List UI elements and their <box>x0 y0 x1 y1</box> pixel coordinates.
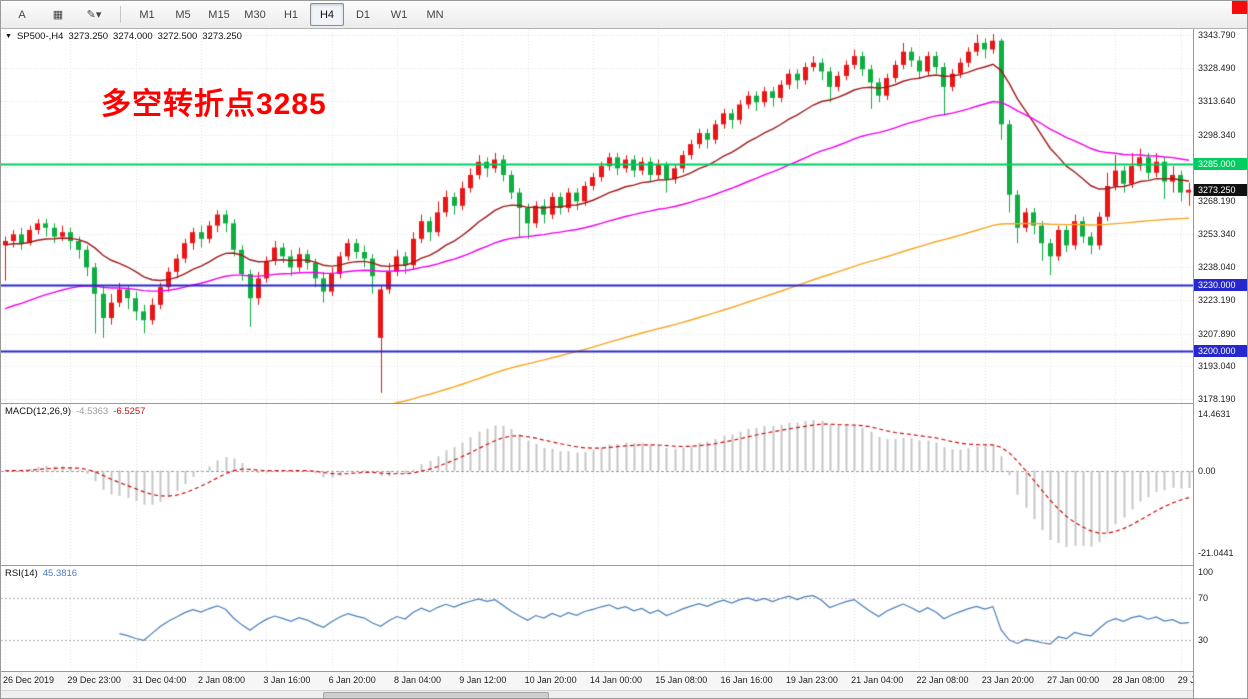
macd-canvas[interactable] <box>1 404 1193 565</box>
chart-annotation-text[interactable]: 多空转折点3285 <box>101 88 327 121</box>
axis-tick-label: 3343.790 <box>1198 29 1236 40</box>
timeframe-button-h4[interactable]: H4 <box>310 3 344 26</box>
timeframe-button-h1[interactable]: H1 <box>283 8 299 21</box>
time-axis-label: 28 Jan 08:00 <box>1112 675 1165 685</box>
draw-tools-dropdown-button[interactable]: ✎ ▾ <box>77 3 111 26</box>
axis-tick-label: 3207.890 <box>1198 328 1236 339</box>
toolbar: A ▦ ✎ ▾ M1 M5 M15 M30 H1 H4 D1 W1 MN <box>1 1 1247 29</box>
timeframe-button-m5[interactable]: M5 <box>175 8 191 21</box>
time-axis-label: 29 Dec 23:00 <box>67 675 121 685</box>
timeframe-button-m1[interactable]: M1 <box>139 8 155 21</box>
axis-tick-label: 3178.190 <box>1198 394 1236 405</box>
macd-label: MACD(12,26,9) -4.5363 -6.5257 <box>5 406 145 417</box>
cursor-tool-button[interactable]: A <box>18 8 26 21</box>
time-axis-label: 16 Jan 16:00 <box>720 675 773 685</box>
price-axis[interactable]: 3343.7903328.4903313.6403298.3403283.490… <box>1193 29 1247 698</box>
axis-tick-label: 3238.040 <box>1198 262 1236 273</box>
time-axis-label: 15 Jan 08:00 <box>655 675 708 685</box>
pencil-icon: ✎ <box>86 9 96 21</box>
current-price-badge: 3273.250 <box>1194 183 1247 196</box>
axis-tick-label: 14.4631 <box>1198 408 1231 419</box>
time-axis[interactable]: 26 Dec 2019 29 Dec 23:00 31 Dec 04:00 2 Jan… <box>1 672 1230 690</box>
time-axis-label: 9 Jan 12:00 <box>459 675 507 685</box>
axis-tick-label: 70 <box>1198 592 1209 603</box>
time-axis-label: 6 Jan 20:00 <box>328 675 376 685</box>
time-axis-label: 19 Jan 23:00 <box>785 675 838 685</box>
rsi-name: RSI(14) <box>5 568 38 579</box>
chevron-down-icon: ▾ <box>95 9 102 21</box>
price-chart-canvas[interactable] <box>1 29 1193 403</box>
collapse-triangle-icon[interactable]: ▼ <box>5 33 12 40</box>
rsi-panel[interactable]: RSI(14) 45.3816 <box>1 566 1193 672</box>
timeframe-button-m30[interactable]: M30 <box>244 8 266 21</box>
hline-price-badge: 3285.000 <box>1194 157 1247 170</box>
macd-panel[interactable]: MACD(12,26,9) -4.5363 -6.5257 <box>1 404 1193 566</box>
rsi-label: RSI(14) 45.3816 <box>5 568 77 579</box>
rsi-value: 45.3816 <box>42 568 78 579</box>
low-value: 3272.500 <box>157 31 198 42</box>
red-status-block[interactable] <box>1232 1 1247 14</box>
axis-tick-label: 3193.040 <box>1198 361 1236 372</box>
axis-tick-label: 30 <box>1198 634 1209 645</box>
axis-tick-label: 3298.340 <box>1198 129 1236 140</box>
scrollbar-thumb[interactable] <box>322 692 550 698</box>
hline-price-badge: 3230.000 <box>1194 279 1247 291</box>
axis-tick-label: -21.0441 <box>1198 548 1234 559</box>
chart-type-button[interactable]: ▦ <box>41 3 75 26</box>
high-value: 3274.000 <box>113 31 153 42</box>
axis-tick-label: 0.00 <box>1198 465 1216 476</box>
time-axis-label: 27 Jan 00:00 <box>1047 675 1100 685</box>
timeframe-button-w1[interactable]: W1 <box>390 8 408 21</box>
rsi-canvas[interactable] <box>1 566 1193 671</box>
time-axis-label: 23 Jan 20:00 <box>981 675 1034 685</box>
axis-tick-label: 100 <box>1198 567 1214 577</box>
macd-signal-value: -6.5257 <box>113 406 146 417</box>
symbol-ohlc-label: ▼ SP500-,H4 3273.250 3274.000 3272.500 3… <box>5 31 242 42</box>
axis-tick-label: 3268.190 <box>1198 195 1236 206</box>
timeframe-button-group: M1 M5 M15 M30 H1 H4 D1 W1 MN <box>130 3 452 26</box>
timeframe-button-mn[interactable]: MN <box>426 8 444 21</box>
time-axis-label: 26 Dec 2019 <box>3 675 55 685</box>
horizontal-scrollbar[interactable] <box>1 690 1193 698</box>
timeframe-button-d1[interactable]: D1 <box>355 8 371 21</box>
axis-tick-label: 3223.190 <box>1198 295 1236 305</box>
time-axis-label: 10 Jan 20:00 <box>524 675 577 685</box>
time-axis-label: 21 Jan 04:00 <box>851 675 904 685</box>
time-axis-label: 3 Jan 16:00 <box>263 675 311 685</box>
axis-tick-label: 3313.640 <box>1198 95 1236 106</box>
hline-price-badge: 3200.000 <box>1194 345 1247 358</box>
symbol-label: SP500-,H4 <box>16 31 64 42</box>
axis-tick-label: 3328.490 <box>1198 63 1236 74</box>
open-value: 3273.250 <box>68 31 109 42</box>
close-value: 3273.250 <box>202 31 242 42</box>
axis-tick-label: 3253.340 <box>1198 228 1236 239</box>
time-axis-label: 31 Dec 04:00 <box>132 675 187 685</box>
timeframe-button-m15[interactable]: M15 <box>208 8 230 21</box>
time-axis-label: 22 Jan 08:00 <box>916 675 969 685</box>
chart-grid-icon: ▦ <box>52 9 64 21</box>
macd-main-value: -4.5363 <box>76 406 109 417</box>
price-chart-panel[interactable]: ▼ SP500-,H4 3273.250 3274.000 3272.500 3… <box>1 29 1193 404</box>
toolbar-separator <box>120 6 121 23</box>
time-axis-label: 14 Jan 00:00 <box>589 675 642 685</box>
time-axis-label: 2 Jan 08:00 <box>198 675 246 685</box>
macd-name: MACD(12,26,9) <box>5 406 71 417</box>
time-axis-label: 8 Jan 04:00 <box>393 675 442 685</box>
